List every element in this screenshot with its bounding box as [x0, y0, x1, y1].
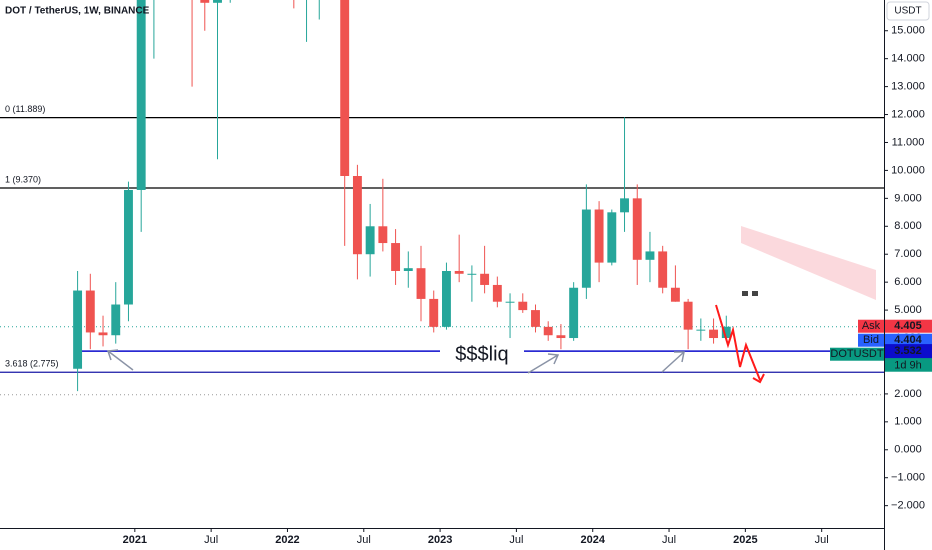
- candle-body: [492, 284, 502, 302]
- candle-body: [365, 226, 375, 255]
- fib-label: 0 (11.889): [5, 104, 45, 114]
- tag-value-box: [885, 333, 932, 347]
- y-tick-label: 10.000: [891, 164, 925, 176]
- plot: 0 (11.889) 1 (9.370) 3.618 (2.775): [0, 104, 884, 396]
- x-tick-label: Jul: [357, 534, 371, 546]
- tag-label: Bid: [863, 334, 879, 346]
- candle-body: [480, 273, 490, 285]
- candle-body: [594, 209, 604, 263]
- candle-body: [416, 268, 426, 299]
- candle-body: [340, 0, 350, 176]
- candle-body: [581, 209, 591, 288]
- candle-body: [645, 251, 655, 260]
- candle-body: [658, 251, 668, 288]
- y-tick-label: 11.000: [892, 136, 925, 148]
- y-tick-label: 12.000: [891, 108, 925, 120]
- axes: −2.000−1.0000.0001.0002.0003.0004.0005.0…: [123, 25, 932, 546]
- inset-channel: [741, 226, 876, 300]
- y-tick-label: 0.000: [894, 444, 922, 456]
- candle-body: [454, 270, 464, 274]
- candle-body: [391, 243, 401, 271]
- y-tick-label: −2.000: [891, 500, 925, 512]
- liquidity-tag: 3.532: [894, 345, 922, 357]
- x-tick-label: Jul: [662, 534, 676, 546]
- candle-body: [352, 176, 362, 255]
- tag-label: DOTUSDT: [830, 348, 883, 360]
- candle-body: [213, 0, 222, 3]
- candles: [73, 0, 731, 392]
- candle-body: [721, 326, 731, 339]
- candle-body: [531, 310, 540, 327]
- candle-body: [632, 198, 642, 260]
- candle-body: [111, 304, 121, 336]
- icon: [752, 291, 758, 296]
- candle-body: [467, 273, 477, 275]
- x-tick-label: 2024: [580, 534, 605, 546]
- tag-value: 4.405: [894, 320, 922, 332]
- label-bg: [440, 342, 524, 366]
- unit-box: [886, 1, 930, 21]
- candle-body: [505, 301, 515, 303]
- countdown: 1d 9h: [894, 360, 922, 372]
- y-tick-label: 5.000: [894, 304, 922, 316]
- y-tick-label: 13.000: [891, 81, 925, 93]
- candle-body: [709, 329, 719, 339]
- candle-body: [442, 270, 451, 327]
- projection: [715, 304, 761, 381]
- y-tick-label: 1.000: [894, 416, 922, 428]
- candle-body: [696, 329, 706, 331]
- x-tick-label: Jul: [815, 534, 829, 546]
- candle-body: [518, 301, 528, 311]
- y-tick-label: 8.000: [894, 220, 922, 232]
- tag-value: 4.404: [894, 334, 922, 346]
- fib-label: 3.618 (2.775): [5, 359, 59, 369]
- annotation: $$$liq: [455, 343, 508, 365]
- candle-body: [543, 326, 553, 336]
- y-tick-label: 2.000: [894, 388, 922, 400]
- candle-body: [200, 0, 210, 3]
- y-tick-label: −1.000: [891, 472, 925, 484]
- candle-body: [620, 198, 629, 213]
- tag-label: Ask: [862, 320, 881, 332]
- candle-body: [85, 290, 95, 333]
- y-tick-label: 9.000: [894, 192, 922, 204]
- candle-body: [569, 287, 579, 339]
- candle-body: [98, 332, 108, 336]
- chart-title: DOT / TetherUS, 1W, BINANCE: [5, 6, 150, 17]
- y-tick-label: 6.000: [894, 276, 922, 288]
- y-tick-label: 15.000: [891, 25, 925, 37]
- x-tick-label: 2021: [123, 534, 147, 546]
- x-tick-label: 2025: [733, 534, 757, 546]
- icon: [742, 291, 748, 296]
- candle-body: [136, 0, 146, 190]
- tag-label-box: [858, 333, 884, 347]
- candle-body: [124, 189, 133, 305]
- y-unit: USDT: [894, 6, 921, 17]
- liquidity-tag-box: [885, 344, 932, 359]
- tag-label-box: [858, 319, 884, 333]
- tag-label-box: [830, 347, 884, 361]
- candle-body: [607, 212, 617, 263]
- drawings: [106, 226, 876, 384]
- y-tick-label: 14.000: [891, 53, 925, 65]
- projection-arrow: [752, 373, 765, 384]
- x-tick-label: Jul: [204, 534, 218, 546]
- candle-body: [378, 226, 388, 244]
- candle-body: [556, 335, 566, 339]
- x-tick-label: Jul: [509, 534, 523, 546]
- fib-label: 1 (9.370): [5, 174, 41, 184]
- candle-body: [683, 301, 693, 330]
- candle-body: [73, 290, 83, 369]
- candle-body: [670, 287, 680, 302]
- y-tick-label: 7.000: [894, 248, 922, 260]
- tag-value-box: [885, 319, 932, 333]
- x-tick-label: 2023: [428, 534, 452, 546]
- x-tick-label: 2022: [275, 534, 299, 546]
- candle-body: [403, 268, 413, 271]
- arrows: [106, 349, 685, 374]
- candle-body: [429, 298, 439, 327]
